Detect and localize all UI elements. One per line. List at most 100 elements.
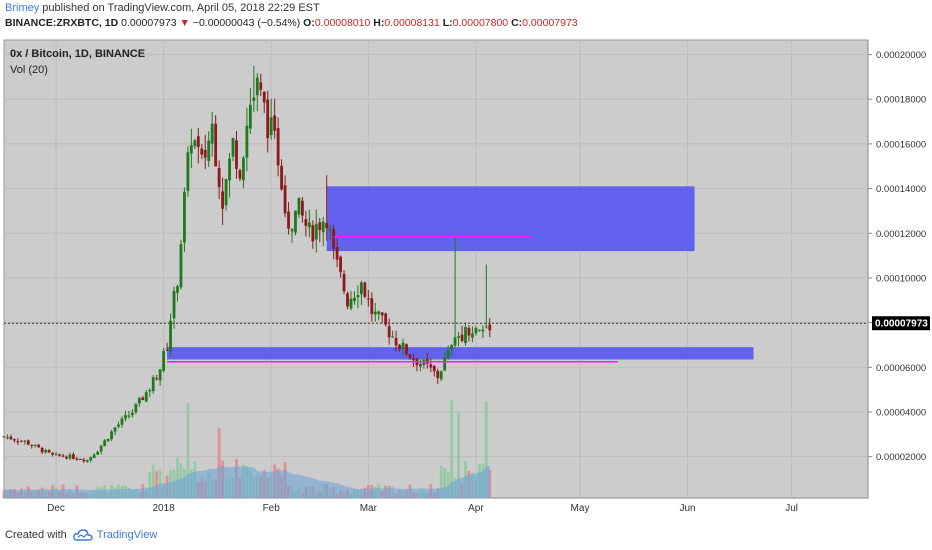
published-text: published on TradingView.com, April 05, … xyxy=(42,2,320,14)
candle-body xyxy=(61,455,65,457)
candle-body xyxy=(471,333,474,338)
candle-body xyxy=(179,244,183,288)
candle-body xyxy=(228,158,231,181)
candle-body xyxy=(82,459,86,462)
time-tick-label: Dec xyxy=(47,503,65,514)
price-chart[interactable]: 0.000020000.000040000.000060000.00008000… xyxy=(0,38,932,518)
candle-body xyxy=(103,440,107,447)
candle-body xyxy=(262,91,266,103)
candle-body xyxy=(387,326,391,338)
candle-body xyxy=(172,290,176,319)
volume-bar xyxy=(151,464,155,498)
candle-body xyxy=(377,311,381,315)
candle-body xyxy=(134,403,138,413)
close-value: 0.00007973 xyxy=(522,17,578,29)
price-tick-label: 0.00006000 xyxy=(876,363,926,374)
high-label: H: xyxy=(373,17,385,29)
candle-body xyxy=(332,228,336,249)
candle-body xyxy=(464,327,467,344)
candle-body xyxy=(287,211,290,229)
candle-body xyxy=(269,117,273,136)
lines[interactable] xyxy=(167,235,619,363)
candle-body xyxy=(422,359,426,366)
candle-body xyxy=(40,447,44,453)
candle-body xyxy=(314,223,318,240)
candle-body xyxy=(276,128,280,166)
candle-body xyxy=(99,445,103,452)
candle-body xyxy=(328,229,332,231)
supply-demand-zone[interactable] xyxy=(167,347,754,360)
candle-body xyxy=(283,185,287,214)
price-tick-label: 0.00012000 xyxy=(876,229,926,240)
ohlc-line: BINANCE:ZRXBTC, 1D 0.00007973 ▼ −0.00000… xyxy=(5,17,578,29)
high-value: 0.00008131 xyxy=(384,17,440,29)
time-tick-label: Apr xyxy=(468,503,484,514)
volume-bar xyxy=(439,465,443,498)
volume-bar xyxy=(186,403,190,498)
candle-body xyxy=(33,444,37,446)
candle-body xyxy=(346,293,349,307)
price-tick-label: 0.00010000 xyxy=(876,273,926,284)
candle-body xyxy=(127,415,131,417)
supply-demand-zone[interactable] xyxy=(326,186,695,252)
time-tick-label: Feb xyxy=(263,503,281,514)
price-tick-label: 0.00016000 xyxy=(876,139,926,150)
time-tick-label: 2018 xyxy=(152,503,175,514)
candle-body xyxy=(106,438,110,442)
candle-body xyxy=(144,392,148,402)
candle-body xyxy=(321,221,325,233)
candle-body xyxy=(311,225,315,242)
price-axis[interactable] xyxy=(868,40,930,498)
candle-body xyxy=(235,140,238,169)
publish-info: Brimey published on TradingView.com, Apr… xyxy=(5,2,320,14)
candle-body xyxy=(183,191,186,243)
last-value: 0.00007973 xyxy=(121,17,177,29)
candle-body xyxy=(96,451,100,455)
candle-body xyxy=(242,157,245,181)
price-ticks: 0.000020000.000040000.000060000.00008000… xyxy=(868,50,926,463)
candle-body xyxy=(210,123,214,144)
created-with-text: Created with xyxy=(5,529,67,541)
candle-body xyxy=(432,366,436,372)
candle-body xyxy=(460,334,464,341)
candle-body xyxy=(335,247,339,260)
volume-bar xyxy=(446,471,450,498)
candles xyxy=(2,65,492,464)
candle-body xyxy=(196,136,200,148)
author-link[interactable]: Brimey xyxy=(5,2,40,14)
candle-body xyxy=(373,311,377,315)
candle-body xyxy=(474,328,478,334)
candle-body xyxy=(443,357,447,371)
volume-series xyxy=(2,399,492,498)
candle-body xyxy=(353,297,356,302)
candle-body xyxy=(248,104,252,129)
price-tick-label: 0.00018000 xyxy=(876,95,926,106)
candle-body xyxy=(446,349,450,359)
plot-area[interactable] xyxy=(3,39,869,499)
candle-body xyxy=(214,123,218,167)
candle-body xyxy=(37,444,41,448)
symbol-label: BINANCE:ZRXBTC, 1D xyxy=(5,17,119,29)
candle-body xyxy=(13,439,16,441)
zones[interactable] xyxy=(167,186,754,360)
low-label: L: xyxy=(442,17,453,29)
candle-body xyxy=(342,274,346,292)
time-tick-label: Jun xyxy=(680,503,696,514)
tradingview-brand[interactable]: TradingView xyxy=(72,529,157,541)
candle-body xyxy=(47,450,51,453)
last-price-box xyxy=(872,316,930,331)
candle-body xyxy=(51,452,54,455)
candle-body xyxy=(384,313,388,325)
candle-body xyxy=(54,453,58,455)
candle-body xyxy=(467,327,471,336)
candle-body xyxy=(71,454,75,459)
candle-body xyxy=(318,222,322,231)
time-axis[interactable] xyxy=(4,498,868,514)
candle-body xyxy=(75,458,79,460)
candle-body xyxy=(124,415,127,419)
volume-bar xyxy=(158,469,162,498)
candle-body xyxy=(359,282,363,295)
candle-body xyxy=(58,454,61,456)
candle-body xyxy=(297,197,301,215)
grid xyxy=(4,40,868,498)
